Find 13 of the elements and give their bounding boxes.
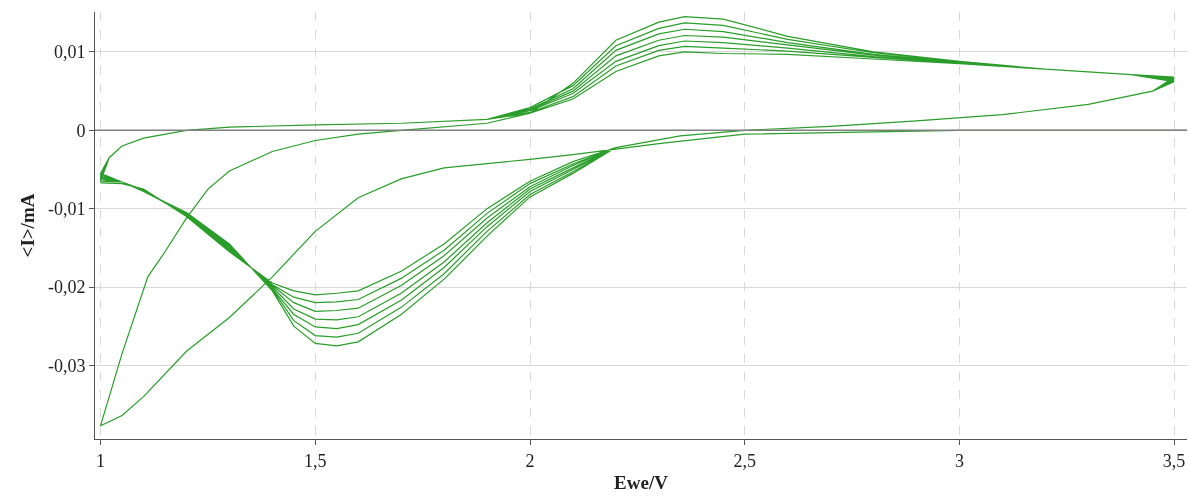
x-axis-title: Ewe/V [614, 472, 669, 494]
x-tick-label: 1 [96, 450, 106, 471]
y-tick-label: 0 [76, 120, 86, 141]
x-tick-label: 3 [954, 450, 964, 471]
y-tick-label: 0,01 [53, 42, 86, 63]
y-axis-title: <I>/mA [16, 193, 38, 258]
y-tick-label: -0,03 [47, 355, 86, 376]
y-tick-label: -0,01 [47, 198, 86, 219]
x-tick-label: 1,5 [304, 450, 327, 471]
y-tick-label: -0,02 [47, 277, 86, 298]
x-tick-label: 2,5 [733, 450, 756, 471]
x-tick-label: 3,5 [1162, 450, 1186, 471]
x-tick-label: 2 [525, 450, 535, 471]
